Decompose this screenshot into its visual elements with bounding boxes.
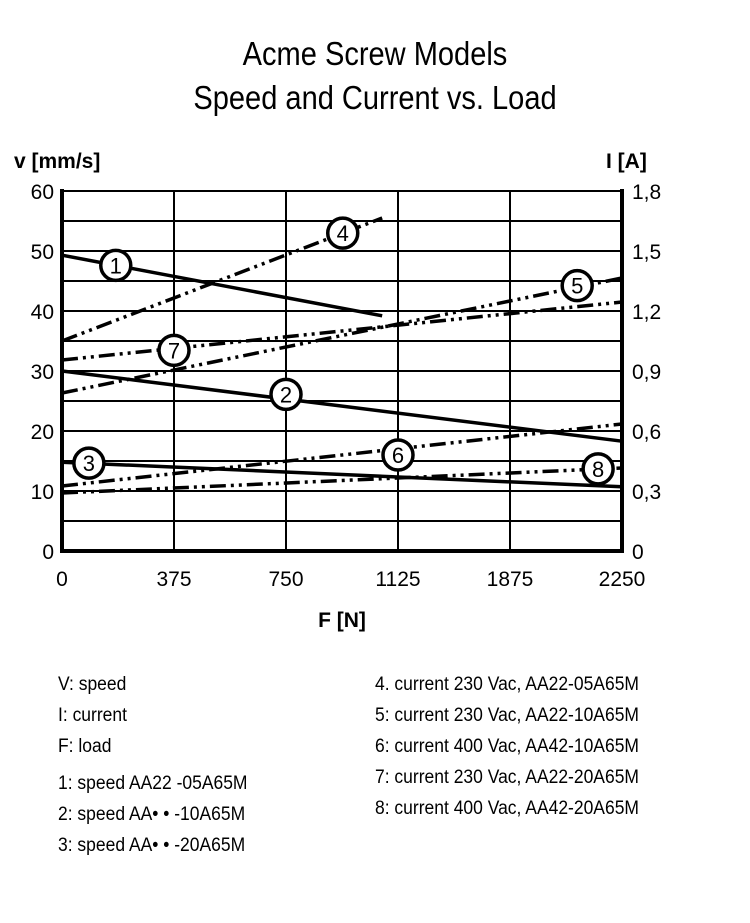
series-line-3 bbox=[61, 460, 623, 489]
y-left-tick-label: 20 bbox=[31, 421, 54, 444]
series-label-6: 6 bbox=[392, 443, 404, 468]
series-line-4 bbox=[61, 216, 383, 343]
series-label-5: 5 bbox=[571, 274, 583, 299]
x-label: F [N] bbox=[318, 609, 366, 632]
y-right-tick-label: 1,5 bbox=[632, 241, 661, 264]
legend-item: 5: current 230 Vac, AA22-10A65M bbox=[375, 705, 639, 726]
y-left-tick-label: 60 bbox=[31, 181, 54, 204]
y-left-tick-label: 10 bbox=[31, 481, 54, 504]
x-tick-label: 1875 bbox=[487, 568, 534, 591]
series-label-1: 1 bbox=[110, 253, 122, 278]
legend-item: 7: current 230 Vac, AA22-20A65M bbox=[375, 767, 639, 788]
legend-item: V: speed bbox=[58, 674, 127, 695]
y-right-label: I [A] bbox=[606, 150, 647, 173]
y-left-tick-label: 30 bbox=[31, 361, 54, 384]
legend-item: 4. current 230 Vac, AA22-05A65M bbox=[375, 674, 639, 695]
title-line-2: Speed and Current vs. Load bbox=[193, 79, 557, 116]
legend-item: 6: current 400 Vac, AA42-10A65M bbox=[375, 736, 639, 757]
series-line-6 bbox=[61, 422, 623, 488]
series-marker-1 bbox=[99, 248, 133, 283]
x-tick-label: 375 bbox=[156, 568, 191, 591]
title-line-1: Acme Screw Models bbox=[242, 35, 508, 72]
legend-left: V: speed I: current F: load 1: speed AA2… bbox=[58, 669, 248, 861]
x-tick-label: 2250 bbox=[599, 568, 646, 591]
y-right-tick-label: 1,8 bbox=[632, 181, 661, 204]
x-tick-label: 0 bbox=[56, 568, 68, 591]
y-left-tick-label: 0 bbox=[42, 541, 54, 564]
series-marker-4 bbox=[325, 216, 360, 250]
y-left-tick-label: 40 bbox=[31, 301, 54, 324]
series-label-3: 3 bbox=[83, 451, 95, 476]
y-left-tick-label: 50 bbox=[31, 241, 54, 264]
series-line-2 bbox=[61, 369, 623, 443]
series-label-7: 7 bbox=[168, 338, 180, 363]
chart-title: Acme Screw Models Speed and Current vs. … bbox=[45, 32, 705, 120]
legend-item: I: current bbox=[58, 705, 127, 726]
legend-right: 4. current 230 Vac, AA22-05A65M 5: curre… bbox=[375, 669, 639, 824]
series-marker-5 bbox=[560, 268, 594, 303]
y-right-tick-label: 0 bbox=[632, 541, 644, 564]
y-right-tick-label: 0,3 bbox=[632, 481, 661, 504]
legend-item: 3: speed AA• • -20A65M bbox=[58, 835, 246, 856]
y-right-tick-label: 1,2 bbox=[632, 301, 661, 324]
x-tick-label: 1125 bbox=[375, 568, 420, 591]
series-marker-2 bbox=[269, 377, 303, 412]
series-line-5 bbox=[61, 276, 623, 395]
series-marker-8 bbox=[581, 452, 615, 486]
series-line-8 bbox=[61, 466, 623, 495]
legend-item: F: load bbox=[58, 736, 112, 757]
series-label-4: 4 bbox=[337, 221, 349, 246]
chart: v [mm/s] I [A] F [N] 1 2 3 4 5 6 7 8 0 375 750 1125… bbox=[14, 150, 661, 632]
series-label-8: 8 bbox=[592, 457, 604, 482]
y-left-label: v [mm/s] bbox=[14, 150, 100, 173]
series-line-7 bbox=[61, 300, 623, 362]
y-right-tick-label: 0,9 bbox=[632, 361, 661, 384]
legend-item: 8: current 400 Vac, AA42-20A65M bbox=[375, 798, 639, 819]
y-right-tick-label: 0,6 bbox=[632, 421, 661, 444]
legend-item: 1: speed AA22 -05A65M bbox=[58, 773, 248, 794]
series-marker-6 bbox=[381, 438, 415, 472]
series-marker-3 bbox=[72, 446, 106, 480]
series-marker-7 bbox=[157, 333, 191, 368]
legend-item: 2: speed AA• • -10A65M bbox=[58, 804, 246, 825]
series-label-2: 2 bbox=[280, 382, 292, 407]
x-tick-label: 750 bbox=[268, 568, 303, 591]
